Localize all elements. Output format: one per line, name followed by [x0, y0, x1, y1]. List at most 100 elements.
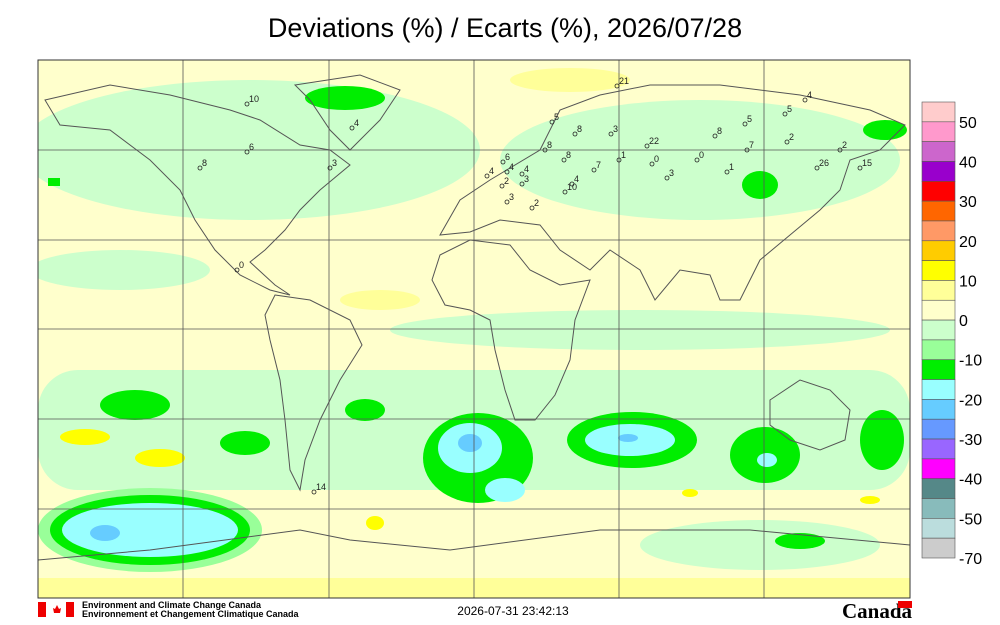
- colorbar-swatch: [921, 161, 956, 182]
- station-label: 7: [596, 160, 601, 170]
- station-label: 4: [489, 166, 494, 176]
- station-label: 6: [505, 152, 510, 162]
- station-label: 8: [577, 124, 582, 134]
- station-dot: [244, 101, 250, 107]
- station-dot: [664, 175, 670, 181]
- station-label: 6: [249, 142, 254, 152]
- colorbar-swatch: [921, 141, 956, 162]
- colorbar-label: -70: [959, 551, 982, 568]
- station-dot: [837, 147, 843, 153]
- station-dot: [744, 147, 750, 153]
- station-dot: [499, 183, 505, 189]
- station-label: 4: [807, 90, 812, 100]
- station-label: 2: [534, 198, 539, 208]
- colorbar-swatch: [921, 121, 956, 142]
- colorbar-label: 10: [959, 273, 977, 290]
- station-dot: [197, 165, 203, 171]
- station-label: 3: [332, 158, 337, 168]
- colorbar-swatch: [921, 319, 956, 341]
- station-label: 1: [621, 150, 626, 160]
- colorbar-swatch: [921, 399, 956, 420]
- station-dot: [857, 165, 863, 171]
- station-dot: [561, 157, 567, 163]
- colorbar-swatch: [921, 220, 956, 242]
- station-label: 4: [509, 162, 514, 172]
- colorbar-swatch: [921, 299, 956, 321]
- colorbar-label: 50: [959, 115, 977, 132]
- station-dot: [569, 181, 575, 187]
- colorbar: 50 40 30 20 10 0 -10 -20 -30 -40 -50 -70: [921, 101, 982, 568]
- station-label: 3: [669, 168, 674, 178]
- station-dot: [724, 169, 730, 175]
- colorbar-swatch: [921, 339, 956, 361]
- colorbar-swatch: [921, 379, 956, 400]
- station-dot: [519, 181, 525, 187]
- station-dot: [712, 133, 718, 139]
- colorbar-swatch: [921, 438, 956, 460]
- colorbar-label: 40: [959, 154, 977, 171]
- colorbar-label: 20: [959, 234, 977, 251]
- station-dot: [649, 161, 655, 167]
- station-label: 4: [354, 118, 359, 128]
- station-dot: [742, 121, 748, 127]
- station-label: 14: [316, 482, 326, 492]
- station-dot: [572, 131, 578, 137]
- station-label: 0: [239, 260, 244, 270]
- agency-fr: Environnement et Changement Climatique C…: [82, 609, 300, 619]
- station-dot: [782, 111, 788, 117]
- station-label: 21: [619, 76, 629, 86]
- station-label: 1: [729, 162, 734, 172]
- station-dot: [311, 489, 317, 495]
- colorbar-label: 0: [959, 313, 968, 330]
- station-dot: [591, 167, 597, 173]
- footer: Environment and Climate Change Canada En…: [38, 599, 912, 623]
- station-dot: [234, 267, 240, 273]
- station-dot: [608, 131, 614, 137]
- station-dot: [529, 205, 535, 211]
- station-label: 22: [649, 136, 659, 146]
- station-dot: [562, 189, 568, 195]
- station-dot: [549, 119, 555, 125]
- station-label: 2: [504, 176, 509, 186]
- colorbar-label: -50: [959, 511, 982, 528]
- colorbar-swatch: [921, 478, 956, 499]
- colorbar-swatch: [921, 101, 956, 123]
- station-label: 10: [567, 182, 577, 192]
- colorbar-label: -40: [959, 472, 982, 489]
- station-label: 10: [249, 94, 259, 104]
- station-dot: [519, 171, 525, 177]
- station-label: 26: [819, 158, 829, 168]
- colorbar-swatch: [921, 200, 956, 222]
- colorbar-swatch: [921, 359, 956, 380]
- colorbar-label: -30: [959, 432, 982, 449]
- station-label: 7: [749, 140, 754, 150]
- station-label: 2: [842, 140, 847, 150]
- station-dot: [802, 97, 808, 103]
- station-label: 5: [554, 112, 559, 122]
- station-label: 3: [524, 174, 529, 184]
- station-dot: [784, 139, 790, 145]
- station-label: 5: [747, 114, 752, 124]
- station-dot: [504, 169, 510, 175]
- colorbar-label: 30: [959, 194, 977, 211]
- colorbar-swatch: [921, 418, 956, 440]
- station-dot: [327, 165, 333, 171]
- station-label: 8: [547, 140, 552, 150]
- colorbar-swatch: [921, 498, 956, 519]
- station-label: 0: [654, 154, 659, 164]
- station-label: 4: [524, 164, 529, 174]
- station-dot: [616, 157, 622, 163]
- colorbar-label: -10: [959, 353, 982, 370]
- station-label: 3: [613, 124, 618, 134]
- station-label: 15: [862, 158, 872, 168]
- station-dot: [814, 165, 820, 171]
- colorbar-swatch: [921, 181, 956, 202]
- station-label: 8: [202, 158, 207, 168]
- station-dot: [349, 125, 355, 131]
- colorbar-swatch: [921, 537, 956, 559]
- station-label: 2: [789, 132, 794, 142]
- station-dot: [542, 147, 548, 153]
